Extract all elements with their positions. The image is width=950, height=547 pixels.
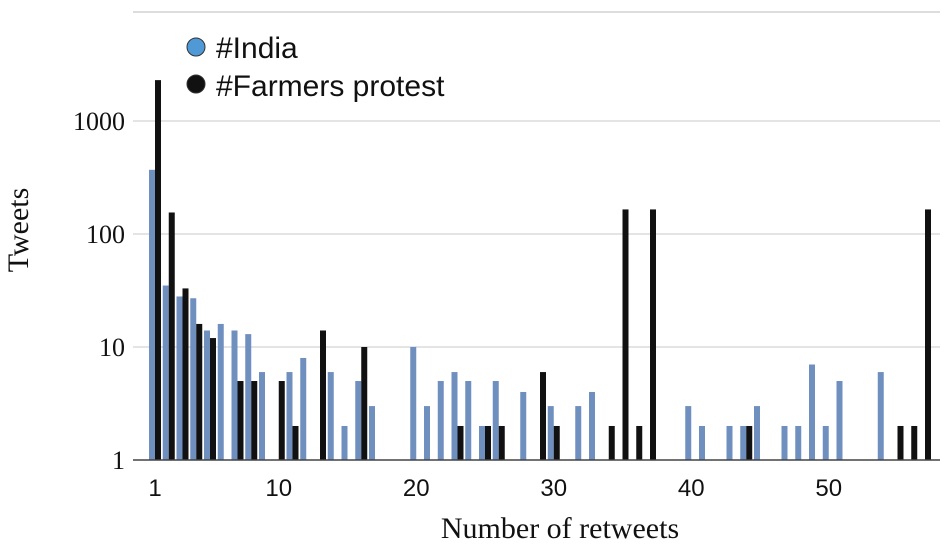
bar-india <box>465 381 472 460</box>
bar-india <box>520 391 527 460</box>
legend-label-farmers-protest: #Farmers protest <box>216 70 445 103</box>
bar-farmers-protest <box>622 209 629 460</box>
bar-farmers-protest <box>292 425 299 460</box>
bar-india <box>204 330 210 460</box>
y-tick-label: 1 <box>112 446 125 475</box>
bar-india <box>245 334 252 460</box>
bar-india <box>492 381 499 460</box>
bar-india <box>479 425 485 460</box>
x-tick-label: 50 <box>815 475 842 502</box>
bar-farmers-protest <box>553 425 560 460</box>
bar-india <box>781 425 788 460</box>
bar-farmers-protest <box>925 209 931 460</box>
bar-farmers-protest <box>182 288 189 460</box>
bar-india <box>740 425 747 460</box>
y-tick-label: 1000 <box>73 107 125 136</box>
bar-farmers-protest <box>168 212 175 460</box>
bar-india <box>685 406 692 460</box>
bar-india <box>176 296 183 460</box>
x-tick-label: 20 <box>403 475 430 502</box>
bar-india <box>300 357 307 460</box>
x-tick-label: 40 <box>678 475 705 502</box>
bar-india <box>286 372 293 460</box>
x-axis-title: Number of retweets <box>441 512 679 545</box>
bar-india <box>424 406 430 460</box>
bar-india <box>162 285 169 460</box>
bar-farmers-protest <box>361 347 368 460</box>
x-tick-labels: 1 10 20 30 40 50 <box>148 475 842 502</box>
y-tick-labels: 1 10 100 1000 <box>73 107 125 475</box>
bar-india <box>410 347 417 460</box>
y-tick-label: 100 <box>86 220 125 249</box>
bar-india <box>369 406 375 460</box>
bar-farmers-protest <box>196 323 203 460</box>
bar-farmers-protest <box>608 425 615 460</box>
legend-label-india: #India <box>216 32 298 65</box>
bar-india <box>259 372 265 460</box>
bar-farmers-protest <box>636 425 643 460</box>
bar-india <box>699 425 705 460</box>
bar-farmers-protest <box>485 425 491 460</box>
bar-india <box>575 406 582 460</box>
bars <box>149 80 931 460</box>
bar-india <box>754 406 760 460</box>
x-tick-label: 1 <box>148 475 161 502</box>
x-tick-label: 30 <box>540 475 567 502</box>
bar-india <box>836 381 843 460</box>
bar-farmers-protest <box>251 381 258 460</box>
bar-farmers-protest <box>320 330 326 460</box>
bar-farmers-protest <box>237 381 244 460</box>
bar-india <box>877 372 884 460</box>
bar-farmers-protest <box>155 80 161 460</box>
bar-india <box>547 406 554 460</box>
bar-india <box>231 330 238 460</box>
bar-india <box>190 298 197 460</box>
bar-india <box>437 381 444 460</box>
bar-india <box>355 381 362 460</box>
bar-india <box>822 425 829 460</box>
bar-farmers-protest <box>540 372 546 460</box>
bar-farmers-protest <box>498 425 505 460</box>
bar-india <box>451 372 458 460</box>
bar-india <box>341 425 348 460</box>
bar-india <box>149 169 155 460</box>
axes <box>133 11 940 461</box>
bar-india <box>726 425 733 460</box>
legend: #India #Farmers protest <box>186 32 445 103</box>
x-tick-label: 10 <box>265 475 292 502</box>
y-axis-title: Tweets <box>2 188 35 273</box>
bar-farmers-protest <box>210 338 216 460</box>
bar-farmers-protest <box>746 425 753 460</box>
bar-farmers-protest <box>911 425 918 460</box>
grid-lines <box>133 120 940 348</box>
bar-india <box>809 364 815 460</box>
bar-farmers-protest <box>650 209 656 460</box>
bar-farmers-protest <box>457 425 464 460</box>
bar-farmers-protest <box>278 381 285 460</box>
bar-india <box>327 372 334 460</box>
bar-india <box>217 323 224 460</box>
bar-farmers-protest <box>897 425 904 460</box>
legend-marker-farmers-protest <box>186 74 206 94</box>
y-tick-label: 10 <box>99 333 125 362</box>
bar-india <box>589 391 595 460</box>
bar-india <box>795 425 802 460</box>
legend-marker-india <box>186 37 206 57</box>
